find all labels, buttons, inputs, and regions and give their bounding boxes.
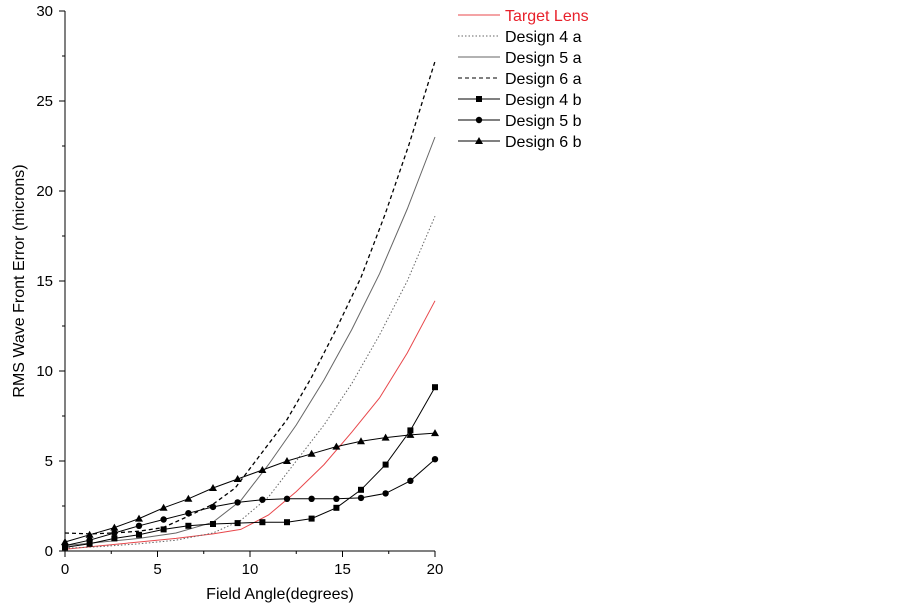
data-point-design-6-b <box>61 538 69 545</box>
legend-marker-design-5-b <box>475 116 483 124</box>
legend-label-target-lens: Target Lens <box>505 8 589 25</box>
y-axis-label: RMS Wave Front Error (microns) <box>11 164 28 397</box>
legend-label-design-4-b: Design 4 b <box>505 92 582 109</box>
legend-item-design-6-b: Design 6 b <box>458 134 582 151</box>
y-tick-label: 25 <box>36 93 53 110</box>
legend-item-design-5-a: Design 5 a <box>458 50 582 67</box>
series-line-design-6-a <box>64 61 436 535</box>
legend-label-design-4-a: Design 4 a <box>505 29 582 46</box>
data-point-design-5-b <box>185 510 192 517</box>
data-point-design-4-b <box>407 427 414 434</box>
data-point-design-6-b <box>283 457 291 464</box>
data-point-design-6-b <box>307 449 316 457</box>
x-tick-label: 10 <box>242 561 259 578</box>
data-point-design-4-b <box>382 461 389 468</box>
x-tick-label: 20 <box>427 561 444 578</box>
plot-area <box>61 61 439 551</box>
legend-item-design-6-a: Design 6 a <box>458 71 582 88</box>
data-point-design-5-b <box>86 537 93 544</box>
data-point-design-5-b <box>283 495 291 502</box>
series-target-lens <box>64 300 436 550</box>
series-design-4-a <box>64 216 436 549</box>
series-design-5-b <box>61 456 439 549</box>
x-tick-label: 0 <box>61 561 69 578</box>
data-point-design-4-b <box>136 531 142 538</box>
y-tick-label: 5 <box>45 453 53 470</box>
series-design-6-a <box>64 61 436 535</box>
legend-label-design-6-b: Design 6 b <box>505 134 582 151</box>
data-point-design-6-b <box>332 442 341 450</box>
data-point-design-4-b <box>432 384 438 391</box>
legend-label-design-6-a: Design 6 a <box>505 71 582 88</box>
data-point-design-5-b <box>135 522 143 529</box>
data-point-design-4-b <box>358 486 364 493</box>
data-point-design-6-b <box>357 437 365 445</box>
y-tick-label: 10 <box>36 363 53 380</box>
legend: Target Lens Design 4 a Design 5 a Design 6 … <box>458 8 589 151</box>
data-point-design-6-b <box>381 433 390 441</box>
data-point-design-6-b <box>159 503 168 511</box>
series-design-5-a <box>64 136 436 547</box>
legend-item-target-lens: Target Lens <box>458 8 589 25</box>
data-point-design-5-b <box>160 516 167 523</box>
legend-label-design-5-b: Design 5 b <box>505 113 582 130</box>
data-point-design-6-b <box>431 429 439 437</box>
data-point-design-6-b <box>209 484 217 491</box>
data-point-design-6-b <box>135 514 143 522</box>
data-point-design-4-b <box>111 535 118 542</box>
data-point-design-5-b <box>382 490 389 497</box>
legend-label-design-5-a: Design 5 a <box>505 50 582 67</box>
data-point-design-5-b <box>407 477 414 484</box>
data-point-design-4-b <box>210 521 216 527</box>
series-line-design-4-a <box>64 216 436 549</box>
data-point-design-4-b <box>259 519 266 526</box>
x-tick-label: 15 <box>334 561 351 578</box>
series-line-design-5-a <box>64 136 436 547</box>
data-point-design-4-b <box>160 526 167 533</box>
series-line-design-5-b <box>64 458 436 547</box>
legend-marker-design-6-b <box>475 137 483 144</box>
data-point-design-4-b <box>284 519 290 526</box>
y-tick-label: 0 <box>45 543 53 560</box>
data-point-design-4-b <box>234 520 241 527</box>
series-line-design-6-b <box>64 432 436 543</box>
data-point-design-6-b <box>85 530 94 538</box>
data-point-design-5-b <box>209 503 217 511</box>
data-point-design-6-b <box>406 430 415 438</box>
data-point-design-6-b <box>110 523 119 531</box>
series-line-target-lens <box>64 300 436 550</box>
data-point-design-5-b <box>259 496 266 503</box>
x-tick-label: 5 <box>153 561 161 578</box>
data-point-design-5-b <box>234 499 241 506</box>
series-design-6-b <box>61 429 439 545</box>
y-tick-label: 30 <box>36 3 53 20</box>
data-point-design-5-b <box>333 495 340 502</box>
y-tick-label: 15 <box>36 273 53 290</box>
data-point-design-5-b <box>308 495 315 502</box>
legend-item-design-5-b: Design 5 b <box>458 113 582 130</box>
y-tick-label: 20 <box>36 183 53 200</box>
data-point-design-4-b <box>308 515 315 522</box>
series-line-design-4-b <box>64 386 436 548</box>
x-axis-label: Field Angle(degrees) <box>206 586 354 603</box>
data-point-design-4-b <box>86 540 93 547</box>
data-point-design-5-b <box>357 494 365 502</box>
data-point-design-4-b <box>333 504 340 511</box>
axes: 0 5 10 15 20 0 5 10 15 20 25 30 <box>36 3 443 578</box>
data-point-design-5-b <box>111 529 118 537</box>
data-point-design-4-b <box>185 522 192 529</box>
data-point-design-5-b <box>431 456 439 463</box>
legend-marker-design-4-b <box>476 96 482 102</box>
data-point-design-6-b <box>184 494 193 502</box>
legend-item-design-4-b: Design 4 b <box>458 92 582 109</box>
data-point-design-6-b <box>258 466 267 473</box>
legend-item-design-4-a: Design 4 a <box>458 29 582 46</box>
data-point-design-6-b <box>233 475 242 482</box>
series-design-4-b <box>62 384 438 551</box>
